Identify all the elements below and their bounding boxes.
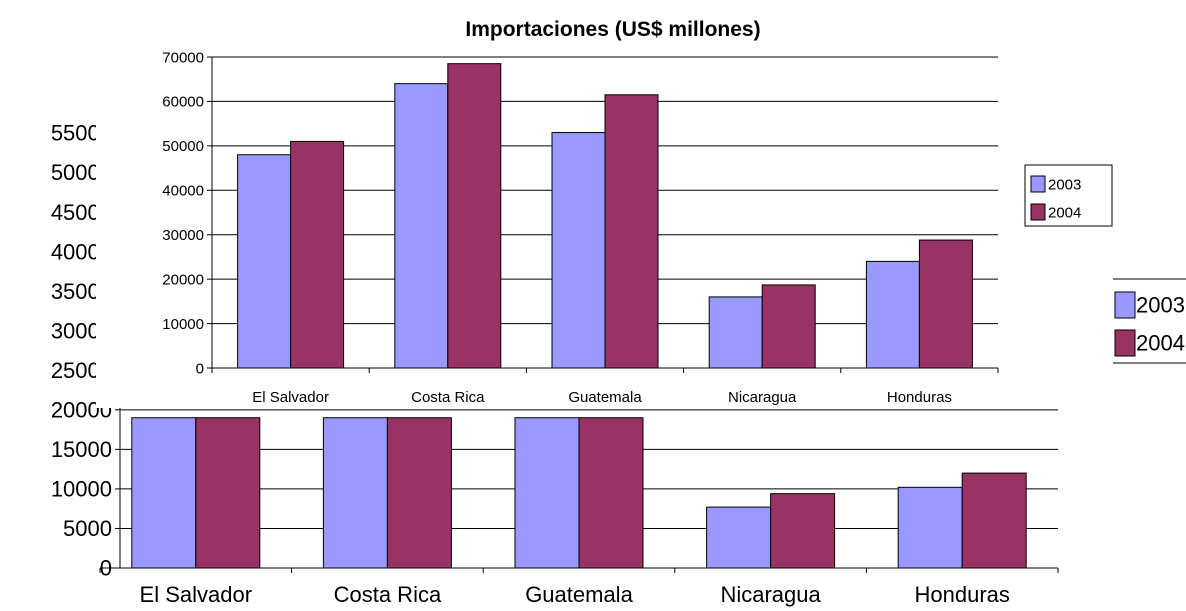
bar-2004-guatemala — [604, 94, 659, 369]
y-tick-label: 30000 — [162, 227, 204, 244]
bar-2003-guatemala — [514, 417, 580, 569]
bar-2003-costa-rica — [322, 417, 388, 569]
x-tick-label: El Salvador — [140, 582, 253, 607]
y-tick-label: 70000 — [162, 49, 204, 66]
y-tick-label: 5000 — [63, 516, 112, 541]
bar-2004-guatemala — [578, 417, 644, 569]
bar-2004-honduras — [961, 472, 1027, 569]
legend-swatch-2004 — [1030, 203, 1046, 221]
y-tick-label: 50000 — [162, 138, 204, 155]
bar-2003-guatemala — [551, 132, 606, 369]
bar-2003-costa-rica — [394, 83, 449, 369]
back-legend: 2003 2004 — [1113, 278, 1186, 364]
y-tick-label: 60000 — [162, 94, 204, 111]
y-tick-label: 15000 — [51, 437, 112, 462]
back-chart: El Salvador Costa Rica Guatemala Nicaragua H… — [51, 121, 1059, 607]
legend-label-2004: 2004 — [1136, 331, 1185, 356]
chart-title: Importaciones (US$ millones) — [465, 18, 760, 41]
y-tick-label: 0 — [100, 556, 112, 581]
legend-label-2003: 2003 — [1048, 176, 1081, 193]
bar-2003-el-salvador — [237, 154, 292, 369]
bar-2003-honduras — [897, 486, 963, 569]
bar-2004-honduras — [918, 239, 973, 369]
y-tick-label: 20000 — [162, 271, 204, 288]
bar-2004-el-salvador — [290, 140, 345, 369]
bar-2004-costa-rica — [447, 63, 502, 369]
x-tick-label: Guatemala — [525, 582, 633, 607]
bar-2004-nicaragua — [761, 284, 816, 369]
y-tick-label: 10000 — [51, 477, 112, 502]
y-tick-label: 0 — [196, 360, 204, 377]
bar-2003-honduras — [865, 260, 920, 369]
x-tick-label: Costa Rica — [411, 389, 485, 406]
legend-swatch-2004 — [1114, 329, 1136, 357]
bar-2004-costa-rica — [386, 417, 452, 569]
front-legend: 2003 2004 — [1024, 164, 1113, 227]
y-tick-label: 10000 — [162, 316, 204, 333]
bar-2003-nicaragua — [708, 296, 763, 369]
x-tick-label: Costa Rica — [334, 582, 442, 607]
x-tick-label: El Salvador — [252, 389, 329, 406]
x-tick-label: Guatemala — [568, 389, 642, 406]
legend-label-2004: 2004 — [1048, 204, 1081, 221]
bar-2004-el-salvador — [195, 417, 261, 569]
legend-label-2003: 2003 — [1136, 293, 1185, 318]
legend-swatch-2003 — [1114, 291, 1136, 319]
bar-2004-nicaragua — [770, 493, 836, 569]
x-tick-label: Honduras — [915, 582, 1010, 607]
x-tick-label: Nicaragua — [728, 389, 797, 406]
x-tick-label: Honduras — [887, 389, 952, 406]
bar-2003-nicaragua — [706, 506, 772, 569]
bar-2003-el-salvador — [131, 417, 197, 569]
legend-swatch-2003 — [1030, 175, 1046, 193]
y-tick-label: 40000 — [162, 183, 204, 200]
front-chart: El Salvador Costa Rica Guatemala Nicaragua H… — [96, 49, 1106, 408]
x-tick-label: Nicaragua — [720, 582, 821, 607]
